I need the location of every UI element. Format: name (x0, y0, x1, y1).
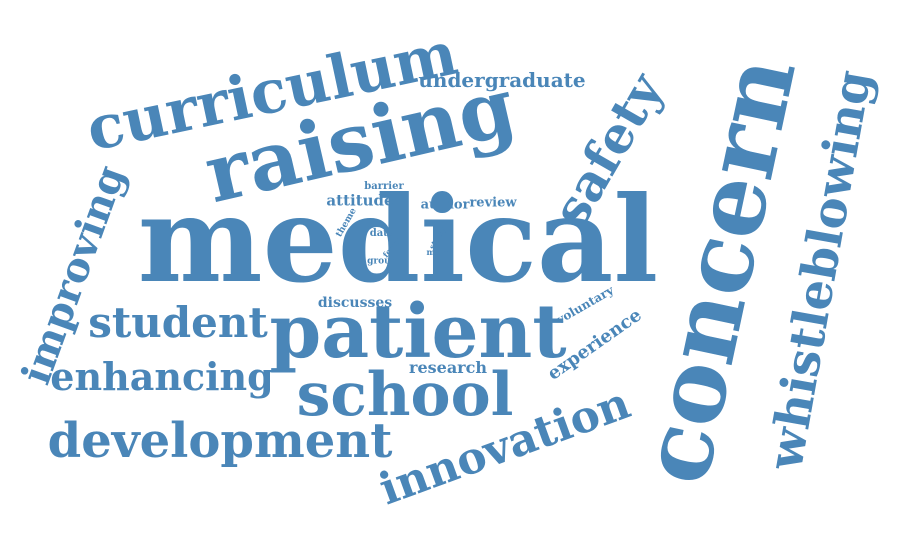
word-barrier: barrier (364, 181, 404, 192)
word-author: author (420, 197, 470, 213)
word-school: school (296, 360, 514, 430)
word-patient: patient (269, 289, 567, 375)
word-development: development (47, 413, 393, 469)
word-discusses: discusses (317, 295, 393, 311)
word-group: group (367, 256, 397, 267)
word-undergraduate: undergraduate (418, 68, 586, 92)
word-medical: medical (137, 170, 659, 309)
word-attitude: attitude (326, 191, 394, 210)
word-enhancing: enhancing (50, 354, 274, 399)
word-student: student (88, 298, 268, 347)
word-data: data (369, 228, 395, 239)
word-more: more (426, 247, 450, 257)
word-review: review (469, 195, 517, 211)
word-research: research (409, 358, 487, 377)
